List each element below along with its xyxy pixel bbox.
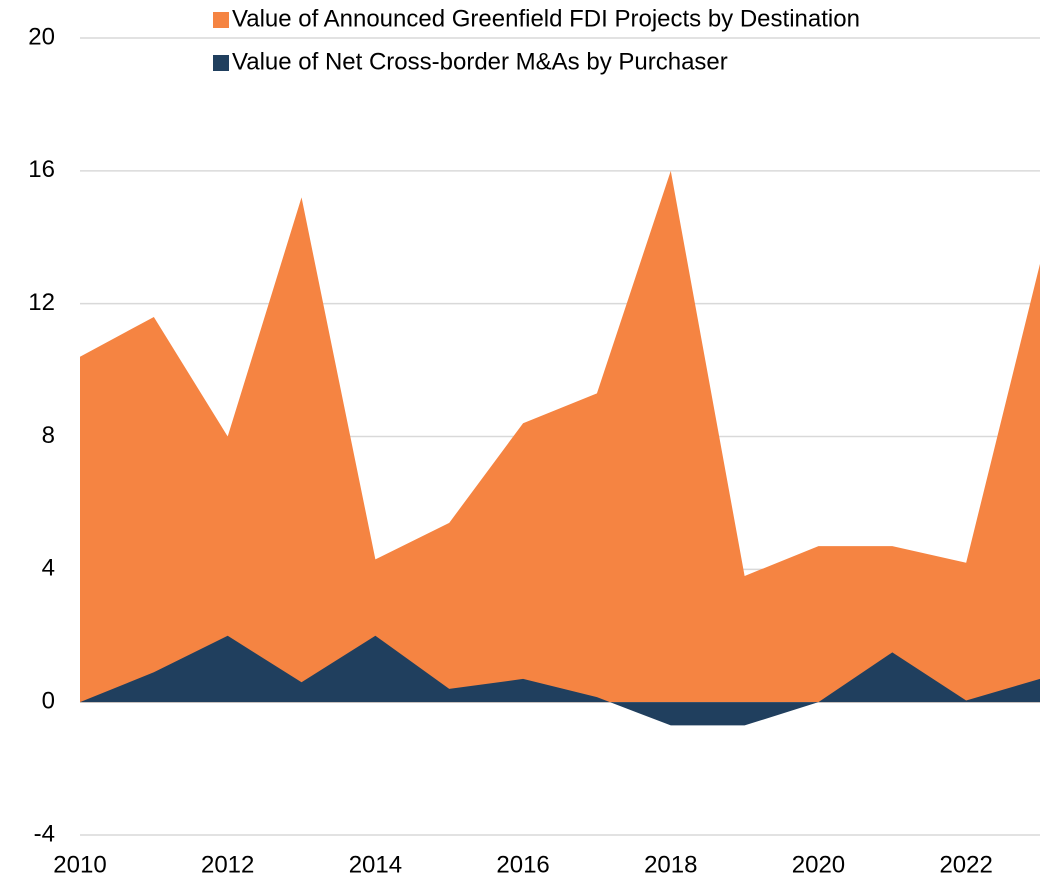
y-tick-label: 16 bbox=[28, 156, 55, 183]
y-tick-label: 0 bbox=[42, 688, 55, 715]
x-tick-label: 2014 bbox=[349, 851, 402, 878]
y-tick-label: 8 bbox=[42, 422, 55, 449]
y-tick-label: 20 bbox=[28, 23, 55, 50]
legend-swatch bbox=[213, 12, 229, 28]
x-tick-label: 2020 bbox=[792, 851, 845, 878]
area bbox=[80, 635, 1040, 726]
y-tick-label: -4 bbox=[34, 820, 55, 847]
x-tick-label: 2022 bbox=[939, 851, 992, 878]
x-tick-label: 2010 bbox=[53, 851, 106, 878]
legend-swatch bbox=[213, 55, 229, 71]
y-tick-label: 4 bbox=[42, 555, 55, 582]
x-tick-label: 2012 bbox=[201, 851, 254, 878]
x-tick-label: 2018 bbox=[644, 851, 697, 878]
y-tick-label: 12 bbox=[28, 289, 55, 316]
legend-label: Value of Announced Greenfield FDI Projec… bbox=[232, 5, 860, 32]
legend-label: Value of Net Cross-border M&As by Purcha… bbox=[232, 48, 728, 75]
area bbox=[80, 170, 1040, 703]
x-tick-label: 2016 bbox=[496, 851, 549, 878]
